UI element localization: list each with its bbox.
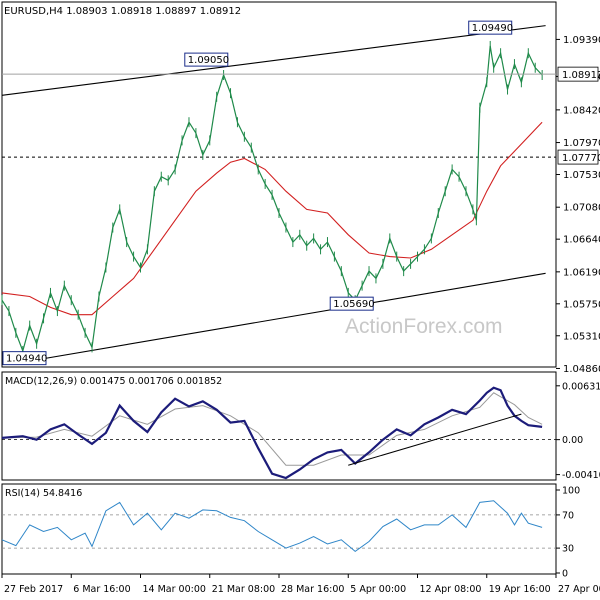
price-y-tick-label: 1.09390 <box>563 35 600 46</box>
rsi-y-tick-label: 70 <box>562 510 574 521</box>
x-tick-label: 14 Mar 00:00 <box>143 584 206 595</box>
annotation-box <box>184 52 229 67</box>
macd-label: MACD(12,26,9) 0.001475 0.001706 0.001852 <box>5 376 222 387</box>
macd-main-line <box>1 386 543 480</box>
annotation-label: 1.09490 <box>472 23 513 34</box>
price-y-tick-label: 1.05310 <box>563 331 600 342</box>
last-price-marker: 1.08912 <box>2 66 600 82</box>
x-tick-label: 21 Mar 08:00 <box>212 584 275 595</box>
watermark: ActionForex.com <box>345 315 503 338</box>
annotation-label: 1.09050 <box>188 55 229 66</box>
lower-channel-line <box>15 272 546 364</box>
macd-trendline <box>348 413 522 466</box>
macd-y-tick-label: 0.006319 <box>562 381 600 392</box>
price-y-tick-label: 1.07970 <box>563 138 600 149</box>
rsi-label: RSI(14) 54.8416 <box>5 488 82 499</box>
channel-lines <box>1 25 546 364</box>
annotation-label: 1.05690 <box>333 299 374 310</box>
price-y-tick-label: 1.07530 <box>563 170 600 181</box>
level-label: 1.07770 <box>562 153 600 164</box>
price-y-tick-label: 1.05750 <box>563 299 600 310</box>
x-tick-label: 27 Apr 00:00 <box>558 584 600 595</box>
macd-y-tick-label: -0.004102 <box>562 470 600 481</box>
x-axis: 27 Feb 2017 6 Mar 16:00 14 Mar 00:00 21 Mar… <box>1 574 600 595</box>
annotation-box <box>329 296 374 311</box>
x-tick-label: 5 Apr 00:00 <box>350 584 406 595</box>
price-y-tick-label: 1.04860 <box>563 364 600 375</box>
x-tick-label: 19 Apr 16:00 <box>489 584 551 595</box>
rsi-panel-frame <box>1 483 557 575</box>
moving-average <box>1 121 543 316</box>
rsi-line <box>1 500 556 553</box>
x-tick-label: 12 Apr 08:00 <box>420 584 482 595</box>
price-y-tick-label: 1.06640 <box>563 235 600 246</box>
price-y-axis: 1.093901.088801.084201.079701.075301.070… <box>556 35 600 375</box>
price-panel: EURUSD,H4 1.08903 1.08918 1.08897 1.0891… <box>1 1 600 375</box>
price-annotations: 1.04940 1.09050 1.05690 1.09490 <box>2 20 513 366</box>
rsi-y-tick-label: 0 <box>562 569 568 580</box>
rsi-y-tick-label: 100 <box>562 486 580 497</box>
rsi-line-path <box>1 500 543 553</box>
macd-panel: MACD(12,26,9) 0.001475 0.001706 0.001852… <box>1 371 600 481</box>
moving-average-line <box>1 121 543 316</box>
macd-signal-line <box>1 392 543 466</box>
annotation-box <box>468 20 513 35</box>
price-header: EURUSD,H4 1.08903 1.08918 1.08897 1.0891… <box>4 6 241 17</box>
macd-lines <box>1 386 556 480</box>
rsi-y-axis: 100 70 30 0 <box>556 486 580 580</box>
macd-panel-frame <box>1 371 557 481</box>
macd-y-axis: 0.006319 0.00 -0.004102 <box>556 381 600 481</box>
annotation-box <box>2 351 47 366</box>
horizontal-level: 1.07770 <box>2 149 600 165</box>
price-y-tick-label: 1.07080 <box>563 203 600 214</box>
annotation-label: 1.04940 <box>6 354 47 365</box>
last-price-label: 1.08912 <box>562 70 600 81</box>
price-y-tick-label: 1.06190 <box>563 267 600 278</box>
macd-y-tick-label: 0.00 <box>562 435 583 446</box>
rsi-panel: RSI(14) 54.8416 100 70 30 0 <box>1 483 580 580</box>
level-tag <box>557 149 599 165</box>
price-bars <box>1 40 543 357</box>
x-tick-label: 6 Mar 16:00 <box>73 584 130 595</box>
price-y-tick-label: 1.08420 <box>563 105 600 116</box>
rsi-y-tick-label: 30 <box>562 544 574 555</box>
upper-channel-line <box>1 25 546 96</box>
x-tick-label: 27 Feb 2017 <box>4 584 63 595</box>
x-tick-label: 28 Mar 16:00 <box>281 584 344 595</box>
last-price-tag <box>557 66 599 82</box>
